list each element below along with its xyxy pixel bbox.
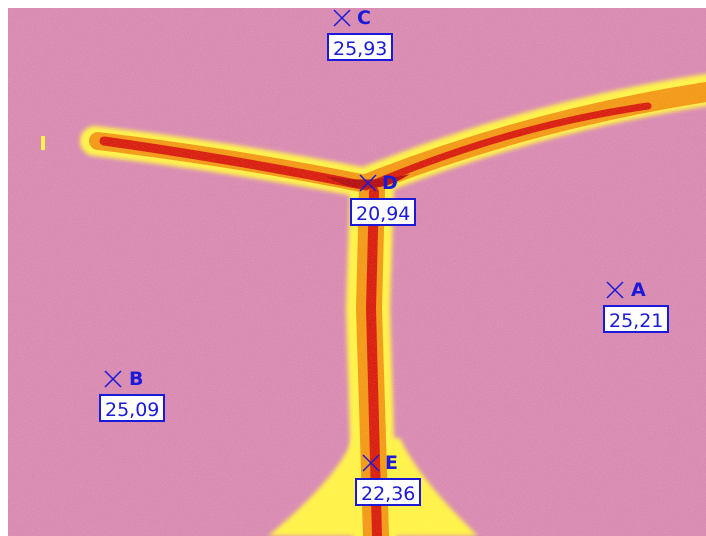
marker-e-label: E: [385, 452, 398, 474]
marker-a-value: 25,21: [603, 305, 670, 333]
marker-b-label: B: [129, 368, 144, 390]
marker-c: C 25,93: [327, 7, 437, 79]
marker-a-label: A: [631, 279, 646, 301]
cross-icon: [333, 9, 351, 27]
cross-icon: [104, 370, 122, 388]
speckle-overlay: [8, 8, 706, 536]
marker-e: E 22,36: [355, 452, 465, 524]
thermal-image: [8, 8, 706, 536]
marker-b: B 25,09: [99, 368, 209, 440]
marker-c-value: 25,93: [327, 33, 394, 61]
marker-a: A 25,21: [603, 279, 706, 351]
marker-d: D 20,94: [350, 172, 460, 244]
cross-icon: [359, 174, 377, 192]
marker-e-value: 22,36: [355, 478, 422, 506]
cross-icon: [362, 454, 380, 472]
marker-d-value: 20,94: [350, 198, 417, 226]
marker-c-label: C: [357, 7, 371, 29]
marker-b-value: 25,09: [99, 394, 166, 422]
marker-d-label: D: [382, 172, 398, 194]
cross-icon: [606, 281, 624, 299]
